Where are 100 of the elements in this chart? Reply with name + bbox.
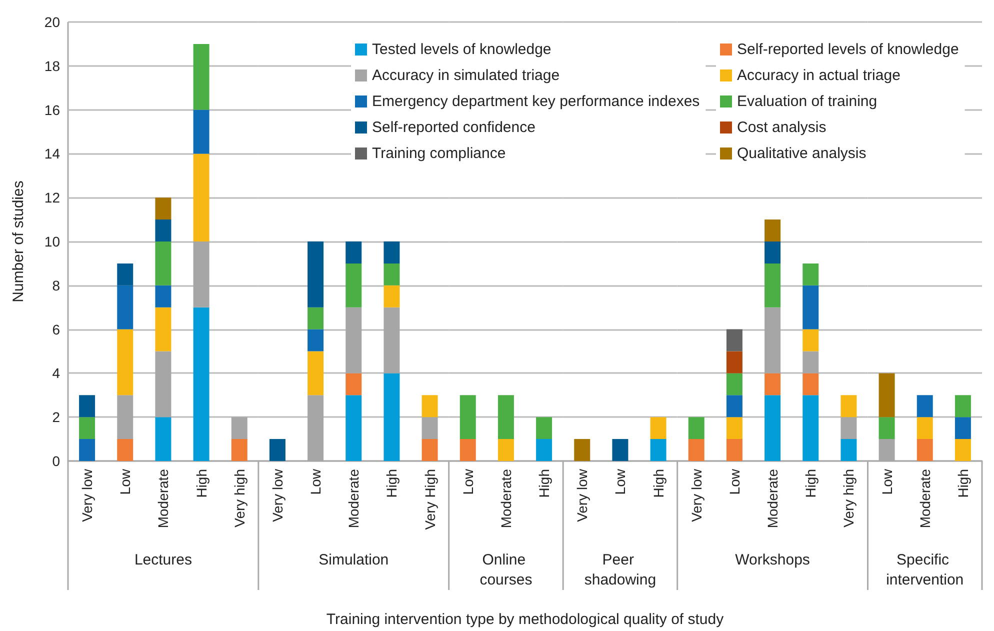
x-tick-label: Low [612, 468, 628, 495]
bar [764, 373, 781, 396]
bar [193, 154, 210, 242]
x-axis-title: Lectures [134, 552, 192, 568]
bar [878, 417, 895, 440]
bar [346, 242, 362, 264]
x-tick-label: Low [308, 468, 324, 495]
bar [193, 110, 210, 154]
y-tick-label: 20 [44, 14, 60, 30]
x-axis-title: Specific intervention [886, 552, 964, 588]
bar [954, 395, 971, 418]
bar [802, 329, 819, 352]
x-tick-label: High [802, 469, 819, 498]
legend-label: Training compliance [372, 145, 506, 162]
x-tick-label: Moderate [155, 468, 172, 528]
bar [155, 242, 172, 286]
legend-label: Cost analysis [737, 119, 826, 136]
x-tick-label: Very high [231, 469, 248, 528]
bar [155, 417, 172, 461]
bar [802, 263, 819, 286]
x-tick-label: High [384, 469, 400, 498]
x-tick-label: Very High [422, 469, 438, 530]
bar [916, 395, 933, 418]
x-axis-title: Workshops [735, 552, 810, 568]
bar [422, 395, 438, 418]
bar [764, 242, 781, 264]
bar [688, 417, 704, 440]
bar [155, 307, 172, 352]
bar [384, 242, 400, 264]
bar [346, 373, 362, 396]
bar [726, 329, 742, 352]
bar [840, 395, 857, 418]
bar [726, 373, 742, 396]
bar [269, 439, 286, 461]
x-tick-label: High [954, 469, 971, 498]
bar [954, 417, 971, 440]
bar [688, 439, 704, 461]
x-axis-title: Simulation [318, 552, 389, 568]
bar [308, 242, 324, 308]
bar [726, 417, 742, 440]
bar [422, 439, 438, 461]
x-tick-label: High [650, 469, 666, 498]
bar [384, 263, 400, 286]
x-tick-label: High [193, 469, 210, 498]
bar [117, 263, 134, 286]
legend-label: Accuracy in simulated triage [372, 67, 560, 84]
y-tick-label: 4 [52, 365, 60, 382]
y-tick-label: 18 [44, 58, 60, 74]
x-tick-label: Very low [688, 468, 704, 522]
bar [802, 373, 819, 396]
y-tick-label: 14 [44, 146, 60, 162]
bar [764, 220, 781, 242]
bar [384, 285, 400, 308]
bar [764, 263, 781, 308]
bar [308, 307, 324, 330]
x-tick-label: Very low [269, 468, 286, 522]
x-tick-label: Very low [574, 468, 590, 522]
x-tick-label: Low [878, 468, 895, 495]
bar [878, 373, 895, 418]
bar [346, 395, 362, 461]
bar [802, 285, 819, 330]
y-tick-label: 12 [44, 190, 60, 206]
x-tick-label: Low [117, 468, 134, 495]
bar [308, 351, 324, 396]
bar [916, 439, 933, 461]
bar [764, 307, 781, 374]
x-tick-label: Moderate [346, 468, 362, 528]
bar [764, 395, 781, 461]
bar [384, 373, 400, 461]
x-tick-label: Very low [79, 468, 96, 522]
bar [193, 242, 210, 308]
text: Training intervention type by methodological quality of study [326, 611, 724, 628]
bar [840, 417, 857, 440]
legend-label: Qualitative analysis [737, 145, 866, 162]
bar [346, 263, 362, 308]
y-axis-title: Number of studies [10, 180, 27, 302]
x-tick-label: Low [726, 468, 742, 495]
bar [308, 329, 324, 352]
x-tick-label: High [536, 469, 552, 498]
bar [155, 198, 172, 220]
bar [155, 285, 172, 308]
y-tick-label: 10 [44, 234, 60, 250]
bar [193, 307, 210, 461]
bar [916, 417, 933, 440]
legend-label: Accuracy in actual triage [737, 67, 900, 84]
y-tick-label: 2 [52, 409, 60, 426]
legend-label: Evaluation of training [737, 93, 878, 110]
bar [802, 395, 819, 461]
bar [79, 417, 96, 440]
bar [726, 351, 742, 374]
legend-label: Tested levels of knowledge [372, 41, 552, 58]
bar [79, 439, 96, 461]
bar [155, 351, 172, 418]
x-tick-label: Low [460, 468, 476, 495]
bar [79, 395, 96, 418]
x-tick-label: Very high [840, 469, 857, 528]
bar [384, 307, 400, 374]
bar [117, 329, 134, 396]
bar [117, 439, 134, 461]
bar [117, 285, 134, 330]
